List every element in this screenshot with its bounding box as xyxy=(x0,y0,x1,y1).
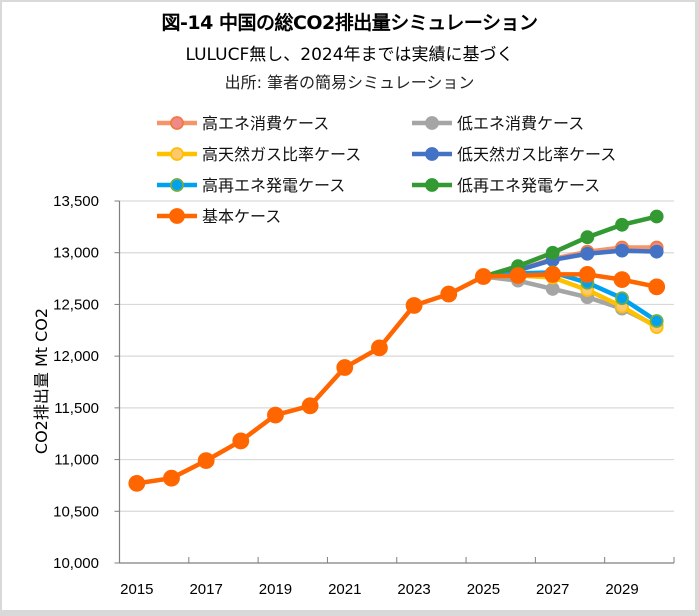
legend-item: 低天然ガス比率ケース xyxy=(412,145,616,164)
data-point xyxy=(613,271,631,289)
legend-label: 高再エネ発電ケース xyxy=(202,176,345,195)
data-point xyxy=(615,243,629,258)
data-point xyxy=(578,266,596,283)
series-group xyxy=(128,209,666,492)
legend-label: 低再エネ発電ケース xyxy=(457,176,600,195)
data-point xyxy=(440,285,458,303)
x-axis-tick-labels: 2015 2017 2019 2021 2023 2025 2027 2029 xyxy=(120,581,639,598)
legend-marker xyxy=(425,178,439,192)
x-tick-label: 2027 xyxy=(536,581,569,598)
data-point xyxy=(301,397,319,415)
y-axis-label: CO2排出量 Mt CO2 xyxy=(32,308,51,454)
legend-item: 低再エネ発電ケース xyxy=(412,176,600,195)
data-point xyxy=(649,244,664,259)
data-point xyxy=(474,268,492,285)
data-point xyxy=(232,432,250,450)
legend-item: 基本ケース xyxy=(157,207,281,226)
x-tick-label: 2025 xyxy=(467,581,500,598)
y-tick-label: 13,000 xyxy=(53,245,99,262)
y-tick-label: 11,000 xyxy=(54,452,99,469)
data-point xyxy=(371,339,388,357)
legend-marker xyxy=(169,208,185,224)
y-tick-label: 12,500 xyxy=(53,296,99,313)
x-tick-label: 2015 xyxy=(120,581,153,598)
data-point xyxy=(648,278,666,296)
data-point xyxy=(545,282,560,296)
data-point xyxy=(649,209,664,224)
data-point xyxy=(545,245,560,260)
data-point xyxy=(580,246,595,261)
chart-area xyxy=(2,2,695,610)
x-tick-label: 2021 xyxy=(328,581,361,598)
data-point xyxy=(163,469,180,487)
data-point xyxy=(544,266,562,283)
y-tick-label: 13,500 xyxy=(53,193,99,210)
legend-label: 低天然ガス比率ケース xyxy=(457,145,616,164)
chart-source: 出所: 筆者の簡易シミュレーション xyxy=(224,73,475,92)
y-tick-label: 10,500 xyxy=(53,503,99,520)
y-tick-label: 11,500 xyxy=(54,400,99,417)
legend-marker xyxy=(425,147,439,161)
data-point xyxy=(267,406,284,424)
data-point xyxy=(580,230,595,245)
x-tick-label: 2017 xyxy=(189,581,222,598)
x-tick-label: 2029 xyxy=(605,581,638,598)
legend-marker xyxy=(170,178,184,192)
y-tick-label: 12,000 xyxy=(53,348,99,365)
legend-item: 低エネ消費ケース xyxy=(412,114,584,133)
legend-label: 高エネ消費ケース xyxy=(202,114,329,133)
legend-marker xyxy=(170,147,184,161)
legend-label: 基本ケース xyxy=(202,207,281,226)
chart-subtitle: LULUCF無し、2024年までは実績に基づく xyxy=(185,45,514,65)
data-point xyxy=(336,359,354,376)
data-point xyxy=(405,297,423,314)
legend-item: 高天然ガス比率ケース xyxy=(157,145,361,164)
chart-title: 図-14 中国の総CO2排出量シミュレーション xyxy=(161,12,539,34)
data-point xyxy=(509,267,527,284)
y-axis-tick-labels: 10,000 10,500 11,000 11,500 12,000 12,500 13,0… xyxy=(53,193,99,572)
legend-label: 高天然ガス比率ケース xyxy=(202,145,361,164)
legend-marker xyxy=(170,116,184,130)
legend-item: 高エネ消費ケース xyxy=(157,114,329,133)
x-tick-label: 2019 xyxy=(259,581,292,598)
data-point xyxy=(649,314,664,328)
legend-label: 低エネ消費ケース xyxy=(457,114,584,133)
legend-marker xyxy=(425,116,439,130)
axes xyxy=(114,200,675,564)
x-tick-label: 2023 xyxy=(397,581,430,598)
series-7 xyxy=(128,266,666,492)
series-line xyxy=(136,272,658,486)
data-point xyxy=(615,217,629,232)
legend-item: 高再エネ発電ケース xyxy=(157,176,345,195)
data-point xyxy=(197,452,215,470)
data-point xyxy=(128,474,146,492)
y-tick-label: 10,000 xyxy=(53,555,99,572)
data-point xyxy=(615,291,629,306)
